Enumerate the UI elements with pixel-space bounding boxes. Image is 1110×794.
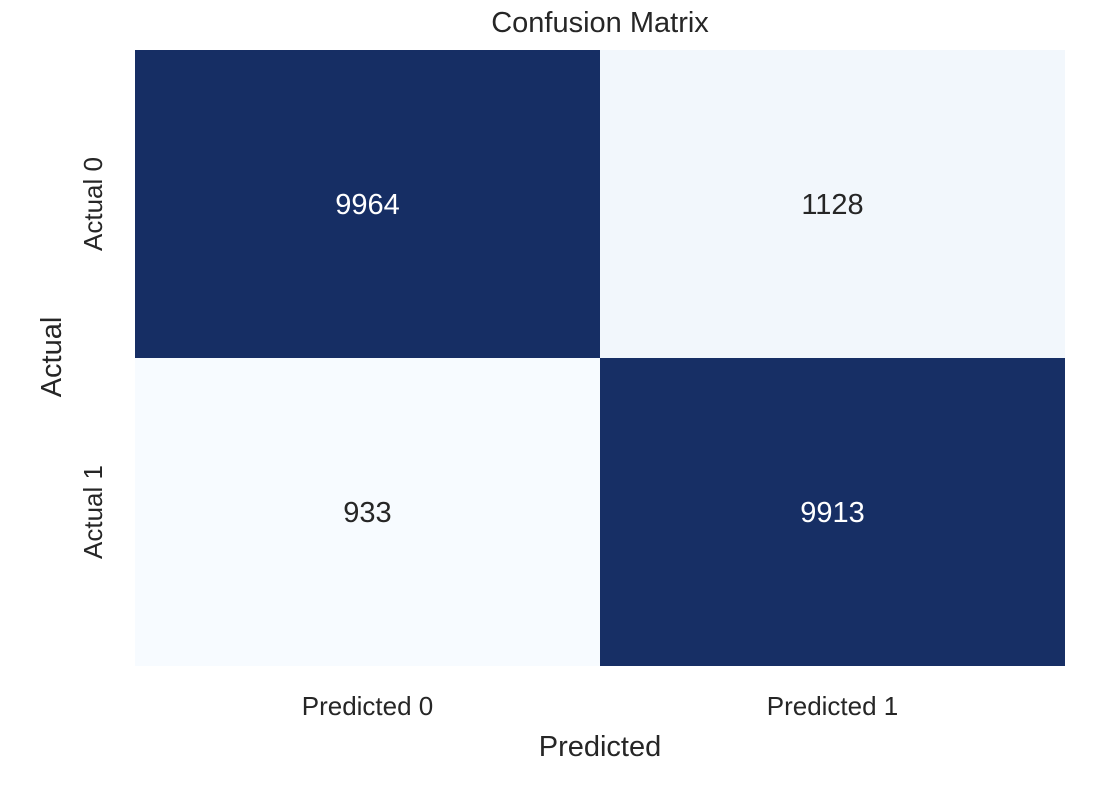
heatmap-cell-r0-c1 <box>600 50 1065 358</box>
heatmap-cells <box>135 50 1065 666</box>
heatmap-cell-r1-c1 <box>600 358 1065 666</box>
cell-value-r0-c1: 1128 <box>801 189 863 221</box>
x-tick-labels: Predicted 0 Predicted 1 <box>302 691 899 721</box>
cell-value-r0-c0: 9964 <box>335 189 400 221</box>
heatmap-cell-labels: 9964 1128 933 9913 <box>335 189 865 529</box>
heatmap-cell-r0-c0 <box>135 50 600 358</box>
cell-value-r1-c1: 9913 <box>800 497 865 529</box>
chart-title: Confusion Matrix <box>491 7 709 39</box>
cell-value-r1-c0: 933 <box>343 497 391 529</box>
y-axis-label: Actual <box>36 317 68 398</box>
y-tick-label: Actual 0 <box>78 157 108 251</box>
heatmap-cell-r1-c0 <box>135 358 600 666</box>
y-tick-label: Actual 1 <box>78 465 108 559</box>
x-tick-label: Predicted 0 <box>302 691 434 721</box>
x-tick-label: Predicted 1 <box>767 691 899 721</box>
x-axis-label: Predicted <box>539 731 662 763</box>
y-tick-labels: Actual 0 Actual 1 <box>78 157 108 559</box>
